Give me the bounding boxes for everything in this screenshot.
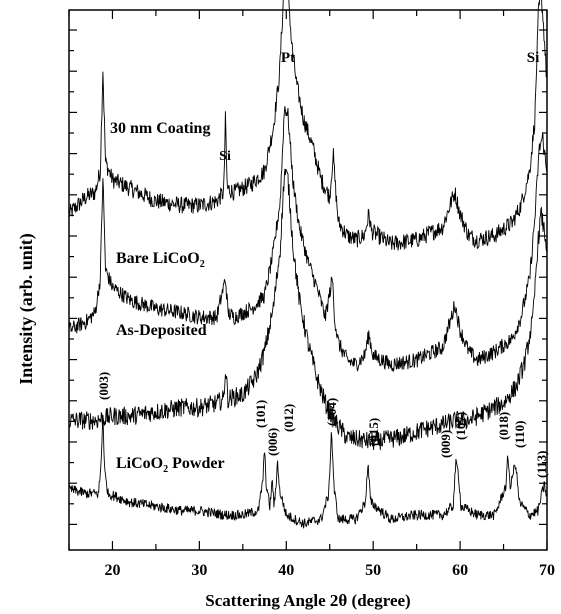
peak-index-label: (006) (265, 428, 280, 456)
annotation-label: LiCoO2 Powder (116, 455, 225, 475)
axis-ticks (68, 10, 548, 550)
series-line (68, 0, 548, 251)
y-axis-label: Intensity (arb. unit) (16, 233, 37, 385)
peak-index-label: (110) (512, 421, 527, 448)
series-layer (68, 0, 548, 529)
annotation-label: As-Deposited (116, 322, 207, 339)
annotation-label: Pt (281, 50, 295, 66)
peak-index-label: (018) (496, 412, 511, 440)
x-tick-label: 70 (539, 562, 555, 579)
peak-index-label: (015) (366, 418, 381, 446)
annotation-label: Si (219, 149, 231, 164)
annotation-label: 30 nm Coating (110, 120, 210, 137)
x-axis-label: Scattering Angle 2θ (degree) (205, 591, 410, 610)
peak-index-label: (104) (324, 398, 339, 426)
series-line (68, 168, 548, 451)
x-tick-labels: 20 30 40 50 60 70 (104, 562, 555, 579)
peak-index-label: (012) (281, 404, 296, 432)
x-tick-label: 40 (278, 562, 294, 579)
peak-index-label: (107) (453, 412, 468, 440)
peak-index-label: (113) (534, 451, 549, 478)
annotation-label: Bare LiCoO2 (116, 250, 205, 270)
series-line (68, 106, 548, 373)
x-tick-label: 50 (365, 562, 381, 579)
annotation-label: Si (527, 50, 540, 66)
x-tick-label: 30 (191, 562, 207, 579)
peak-index-label: (101) (253, 400, 268, 428)
peak-index-label: (003) (96, 372, 111, 400)
annotations: Pt Si Si 30 nm Coating Bare LiCoO2 As-Deposit… (96, 50, 549, 478)
x-tick-label: 20 (104, 562, 120, 579)
plot-frame (68, 9, 548, 551)
peak-index-label: (009) (438, 430, 453, 458)
series-line (68, 414, 548, 529)
x-tick-label: 60 (452, 562, 468, 579)
